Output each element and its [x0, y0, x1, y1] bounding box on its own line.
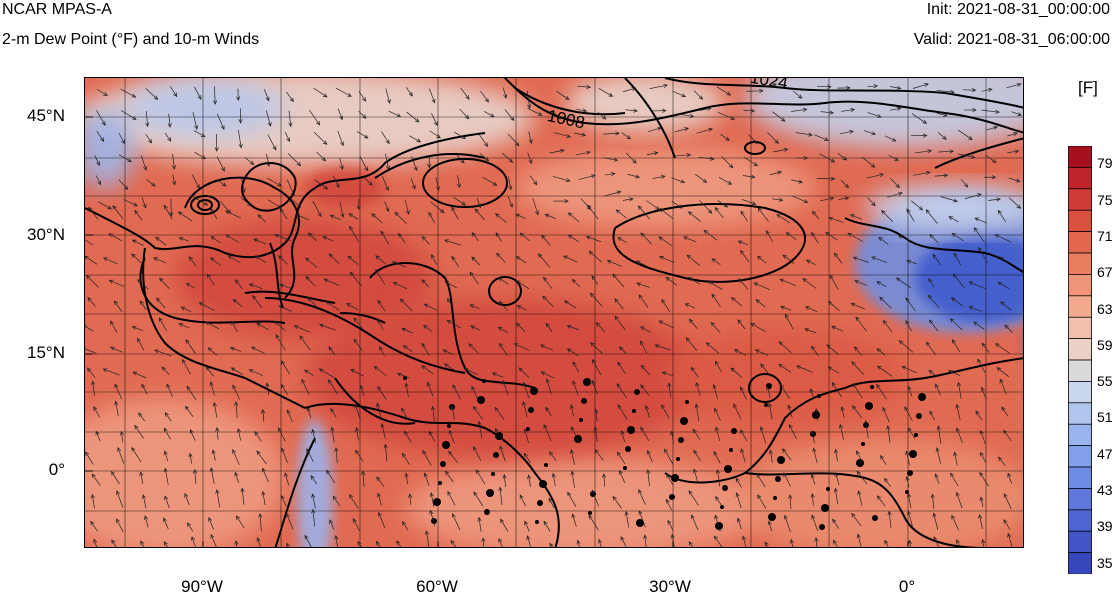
colorbar-box [1069, 146, 1092, 168]
colorbar [1068, 146, 1092, 574]
colorbar-box [1069, 381, 1092, 403]
colorbar-box [1069, 467, 1092, 489]
colorbar-label: 79 [1097, 155, 1113, 171]
colorbar-box [1069, 446, 1092, 468]
lon-label-90w: 90°W [162, 577, 242, 597]
lat-label-15n: 15°N [5, 343, 65, 363]
colorbar-box [1069, 189, 1092, 211]
dewpoint-map: 1008 1024 [85, 78, 1024, 548]
colorbar-label: 71 [1097, 228, 1113, 244]
colorbar-box [1069, 510, 1092, 532]
lon-label-0: 0° [867, 577, 947, 597]
field-subtitle: 2-m Dew Point (°F) and 10-m Winds [2, 31, 259, 49]
colorbar-label: 35 [1097, 555, 1113, 571]
lat-label-30n: 30°N [5, 225, 65, 245]
colorbar-label: 59 [1097, 337, 1113, 353]
colorbar-box [1069, 553, 1092, 574]
colorbar-unit: [F] [1078, 78, 1098, 98]
map-panel: 1008 1024 [84, 77, 1024, 548]
colorbar-box [1069, 531, 1092, 553]
colorbar-box [1069, 317, 1092, 339]
colorbar-box [1069, 339, 1092, 361]
colorbar-box [1069, 232, 1092, 254]
colorbar-box [1069, 253, 1092, 275]
valid-time: Valid: 2021-08-31_06:00:00 [914, 31, 1110, 49]
init-time: Init: 2021-08-31_00:00:00 [927, 1, 1110, 19]
colorbar-label: 39 [1097, 518, 1113, 534]
colorbar-label: 43 [1097, 482, 1113, 498]
colorbar-box [1069, 488, 1092, 510]
colorbar-label: 67 [1097, 264, 1113, 280]
model-title: NCAR MPAS-A [2, 1, 112, 19]
colorbar-label: 55 [1097, 373, 1113, 389]
lat-label-45n: 45°N [5, 106, 65, 126]
colorbar-box [1069, 360, 1092, 382]
colorbar-box [1069, 274, 1092, 296]
colorbar-label: 63 [1097, 301, 1113, 317]
colorbar-label: 75 [1097, 192, 1113, 208]
lat-label-equator: 0° [5, 460, 65, 480]
colorbar-label: 47 [1097, 446, 1113, 462]
colorbar-box [1069, 296, 1092, 318]
lon-label-60w: 60°W [397, 577, 477, 597]
colorbar-box [1069, 210, 1092, 232]
lon-label-30w: 30°W [630, 577, 710, 597]
colorbar-box [1069, 167, 1092, 189]
colorbar-label: 51 [1097, 409, 1113, 425]
colorbar-box [1069, 424, 1092, 446]
colorbar-box [1069, 403, 1092, 425]
